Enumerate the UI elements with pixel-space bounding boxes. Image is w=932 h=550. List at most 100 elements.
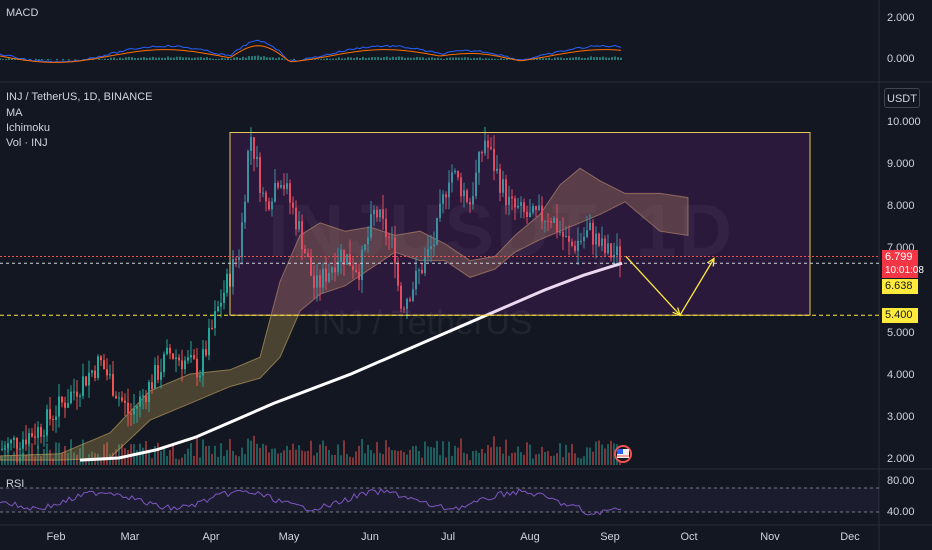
candle-body (346, 254, 348, 265)
macd-histogram-bar (236, 57, 238, 60)
volume-bar (457, 447, 459, 465)
macd-histogram-bar (353, 58, 355, 60)
candle-body (394, 237, 396, 264)
candle-body (115, 395, 117, 399)
candle-body (274, 182, 276, 202)
candle-body (619, 246, 621, 263)
candle-body (373, 209, 375, 215)
macd-histogram-bar (47, 58, 49, 60)
candle-body (532, 206, 534, 213)
candle-body (277, 182, 279, 188)
volume-bar (364, 453, 366, 465)
macd-histogram-bar (371, 57, 373, 60)
macd-histogram-bar (251, 56, 253, 60)
macd-histogram-bar (239, 58, 241, 60)
macd-histogram-bar (596, 56, 598, 60)
candle-body (553, 218, 555, 223)
indicator-volume[interactable]: Vol · INJ (6, 137, 48, 149)
candle-body (166, 347, 168, 355)
volume-bar (367, 444, 369, 465)
candle-body (301, 221, 303, 250)
macd-histogram-bar (221, 57, 223, 60)
volume-bar (610, 440, 612, 465)
candle-body (436, 218, 438, 245)
macd-histogram-bar (560, 57, 562, 60)
volume-bar (568, 452, 570, 465)
macd-histogram-bar (356, 57, 358, 60)
candle-body (40, 427, 42, 437)
macd-histogram-bar (569, 57, 571, 60)
volume-bar (301, 450, 303, 465)
macd-histogram-bar (164, 57, 166, 60)
macd-histogram-bar (572, 57, 574, 60)
symbol-title[interactable]: INJ / TetherUS, 1D, BINANCE (6, 91, 153, 103)
volume-bar (523, 454, 525, 465)
candle-body (232, 259, 234, 287)
trading-range-box[interactable] (229, 132, 811, 316)
macd-histogram-bar (182, 57, 184, 60)
volume-bar (271, 448, 273, 465)
volume-bar (142, 447, 144, 465)
candle-body (151, 382, 153, 389)
candle-body (568, 235, 570, 242)
candle-body (574, 245, 576, 251)
candle-body (172, 353, 174, 359)
macd-histogram-bar (557, 57, 559, 60)
candle-body (247, 150, 249, 202)
volume-bar (421, 457, 423, 465)
indicator-ma[interactable]: MA (6, 107, 23, 119)
macd-histogram-bar (554, 57, 556, 60)
currency-button[interactable]: USDT (884, 88, 920, 108)
candle-body (19, 448, 21, 450)
volume-bar (514, 452, 516, 465)
date-aug: Aug (520, 531, 540, 543)
macd-histogram-bar (275, 58, 277, 60)
volume-bar (226, 450, 228, 465)
candle-body (472, 196, 474, 205)
macd-histogram-bar (503, 58, 505, 60)
volume-bar (13, 451, 15, 465)
macd-histogram-bar (545, 58, 547, 60)
candle-body (139, 396, 141, 407)
volume-bar (190, 443, 192, 465)
macd-histogram-bar (161, 57, 163, 60)
volume-bar (601, 444, 603, 465)
candle-body (7, 443, 9, 449)
projection-arrow[interactable] (625, 255, 715, 317)
macd-histogram-bar (383, 57, 385, 60)
macd-histogram-bar (278, 57, 280, 60)
volume-bar (229, 439, 231, 465)
candle-body (112, 374, 114, 396)
countdown-value: 10:01:08 (885, 265, 924, 276)
macd-histogram-bar (479, 57, 481, 60)
candle-body (88, 372, 90, 386)
volume-bar (598, 440, 600, 465)
candle-body (430, 246, 432, 249)
macd-histogram-bar (323, 58, 325, 60)
volume-bar (373, 453, 375, 465)
macd-histogram-bar (224, 58, 226, 60)
macd-histogram-bar (38, 59, 40, 60)
macd-histogram-bar (17, 59, 19, 60)
flag-event-icon[interactable] (614, 445, 632, 463)
candle-body (331, 267, 333, 273)
volume-bar (322, 440, 324, 465)
candle-body (475, 172, 477, 197)
macd-histogram-bar (587, 57, 589, 60)
macd-histogram-bar (605, 57, 607, 60)
macd-histogram-bar (170, 57, 172, 60)
volume-bar (505, 439, 507, 465)
macd-histogram-bar (611, 57, 613, 60)
macd-histogram-bar (320, 59, 322, 60)
macd-histogram-bar (212, 58, 214, 60)
volume-bar (238, 456, 240, 465)
macd-histogram-bar (488, 58, 490, 60)
volume-bar (250, 440, 252, 465)
volume-bar (100, 457, 102, 465)
indicator-ichimoku[interactable]: Ichimoku (6, 122, 51, 134)
candle-body (268, 201, 270, 210)
volume-bar (163, 447, 165, 465)
candle-body (136, 406, 138, 409)
macd-histogram-bar (401, 56, 403, 60)
